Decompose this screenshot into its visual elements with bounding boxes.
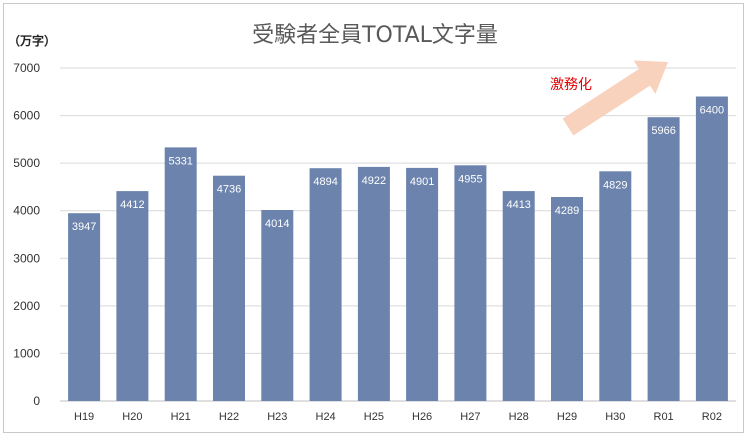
y-tick-label: 6000 (13, 109, 40, 123)
bar (695, 96, 728, 401)
y-tick-label: 2000 (13, 299, 40, 313)
x-tick-label: H24 (316, 411, 336, 423)
x-tick-label: H23 (267, 411, 287, 423)
chart-title: 受験者全員TOTAL文字量 (252, 23, 498, 48)
bar (213, 175, 245, 401)
bar (309, 168, 342, 401)
data-label: 4412 (120, 199, 144, 211)
x-tick-label: H21 (171, 411, 191, 423)
bar (502, 191, 535, 401)
x-tick-label: H28 (509, 411, 529, 423)
data-label: 6400 (700, 105, 724, 117)
data-label: 5966 (651, 125, 675, 137)
y-tick-label: 0 (33, 394, 40, 408)
bar (164, 147, 197, 401)
x-tick-label: H27 (460, 411, 480, 423)
x-tick-label: H22 (219, 411, 239, 423)
y-tick-label: 5000 (13, 156, 40, 170)
trend-arrow-layer (562, 60, 668, 136)
bar (454, 165, 487, 401)
bar (261, 210, 294, 401)
annotation-label: 激務化 (550, 76, 592, 93)
data-label: 4736 (217, 184, 241, 196)
data-label: 4413 (506, 199, 530, 211)
x-axis-ticks: H19 H20 H21 H22 H23 H24 H25 H26 H27 H28 H29 H30 R01 R… (74, 411, 722, 423)
x-tick-label: H30 (605, 411, 625, 423)
y-tick-label: 1000 (13, 346, 40, 360)
y-unit-label: （万字） (8, 33, 56, 48)
data-label: 4829 (603, 179, 627, 191)
bar (116, 191, 149, 401)
bar (406, 167, 439, 401)
bar (551, 197, 583, 401)
data-label: 4901 (410, 176, 434, 188)
y-tick-label: 3000 (13, 251, 40, 265)
data-label: 3947 (72, 221, 96, 233)
trend-arrow (562, 60, 668, 136)
data-label: 4014 (265, 218, 289, 230)
y-axis-ticks: 0 1000 2000 3000 4000 5000 6000 7000 (13, 61, 40, 408)
bar (599, 171, 632, 401)
data-label: 5331 (168, 155, 192, 167)
x-tick-label: H26 (412, 411, 432, 423)
x-tick-label: H29 (557, 411, 577, 423)
y-tick-label: 4000 (13, 204, 40, 218)
data-label: 4894 (313, 176, 337, 188)
bar (647, 117, 680, 401)
data-label: 4955 (458, 173, 482, 185)
data-label: 4922 (362, 175, 386, 187)
bar (68, 213, 101, 401)
x-tick-label: R01 (654, 411, 674, 423)
x-tick-label: H25 (364, 411, 384, 423)
data-label: 4289 (555, 205, 579, 217)
x-tick-label: H20 (122, 411, 142, 423)
y-tick-label: 7000 (13, 61, 40, 75)
x-tick-label: H19 (74, 411, 94, 423)
x-tick-label: R02 (702, 411, 722, 423)
gridlines (60, 67, 736, 402)
bar (357, 166, 390, 401)
bars: 3947 4412 5331 4736 4014 4894 4922 4901 4955 4413… (68, 96, 728, 401)
